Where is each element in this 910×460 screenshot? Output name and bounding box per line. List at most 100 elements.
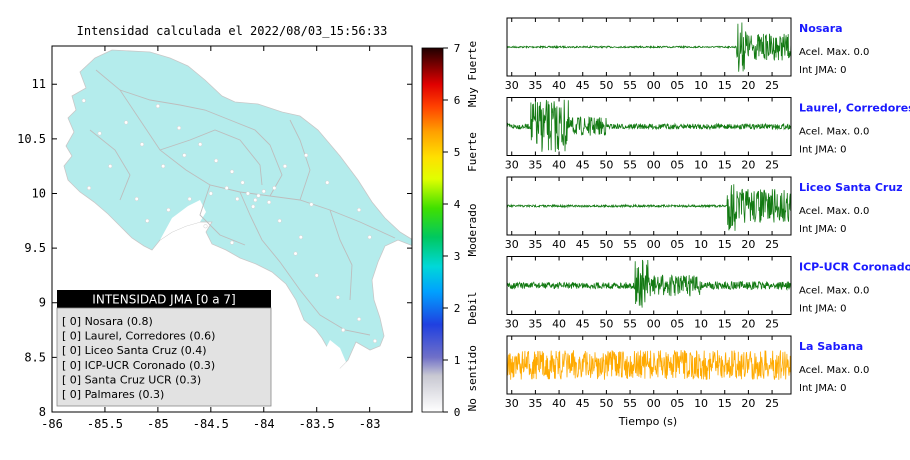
waveform-tick-label: 40 <box>552 79 566 92</box>
station-point <box>272 185 277 191</box>
waveform-frame <box>506 176 792 236</box>
osa-gulf <box>320 340 346 370</box>
costa-rica-land <box>63 49 412 369</box>
waveform-tick-label: 15 <box>718 79 732 92</box>
waveform-tick-label: 15 <box>718 397 732 410</box>
waveform-panels: 30 35 40 45 50 55 00 05 10 15 20 25 Nosara Acel. Max.… <box>505 17 910 410</box>
station-point <box>357 207 362 212</box>
map-x-tick-label: -83.5 <box>299 417 335 431</box>
colorbar-tick-label: 2 <box>454 302 461 315</box>
waveform-trace <box>506 184 792 231</box>
waveform-trace <box>506 22 792 72</box>
map-y-tick-label: 9.5 <box>24 241 46 255</box>
waveform-tick-label: 30 <box>505 159 519 172</box>
waveform-tick-label: 40 <box>552 238 566 251</box>
map-y-tick-label: 8.5 <box>24 350 46 364</box>
waveform-frame <box>506 256 792 315</box>
station-name: ICP-UCR Coronado <box>799 261 910 274</box>
waveform-tick-label: 45 <box>576 79 590 92</box>
waveform-tick-label: 15 <box>718 318 732 331</box>
waveform-tick-label: 25 <box>765 318 779 331</box>
station-point <box>372 338 377 344</box>
waveform-tick-label: 10 <box>694 397 708 410</box>
map-y-tick-label: 9 <box>39 296 46 310</box>
acel-max: Acel. Max. 0.0 <box>799 206 869 217</box>
station-point <box>124 120 129 125</box>
map-y-tick-label: 11 <box>32 77 46 91</box>
waveform-tick-label: 50 <box>599 238 613 251</box>
station-point <box>208 191 213 196</box>
station-point <box>335 295 340 300</box>
map-x-tick-label: -85.5 <box>87 417 123 431</box>
station-point <box>267 200 272 205</box>
legend-item: [ 0] Palmares (0.3) <box>62 388 164 401</box>
waveform-trace <box>506 350 792 380</box>
waveform-tick-label: 00 <box>647 238 661 251</box>
station-point <box>304 153 309 158</box>
waveform-tick-label: 45 <box>576 238 590 251</box>
station-point <box>229 240 235 245</box>
station-point <box>357 317 362 322</box>
waveform-trace <box>506 99 792 152</box>
colorbar-tick-label: 4 <box>454 198 461 211</box>
waveform-tick-label: 35 <box>528 238 542 251</box>
waveform-tick-label: 35 <box>528 79 542 92</box>
acel-max: Acel. Max. 0.0 <box>799 365 869 376</box>
station-name: Nosara <box>799 22 843 35</box>
waveform-panel: 30 35 40 45 50 55 00 05 10 15 20 25 Nosara Acel. Max.… <box>505 17 869 92</box>
waveform-tick-label: 05 <box>670 318 684 331</box>
colorbar-label: Moderado <box>466 204 479 257</box>
station-point <box>298 235 303 240</box>
legend-title: INTENSIDAD JMA [0 a 7] <box>92 293 235 307</box>
colorbar-label: Debil <box>466 291 479 324</box>
waveform-tick-label: 10 <box>694 79 708 92</box>
colorbar-tick-label: 7 <box>454 42 461 55</box>
int-jma: Int JMA: 0 <box>799 65 847 76</box>
waveform-tick-label: 15 <box>718 238 732 251</box>
waveform-tick-label: 45 <box>576 397 590 410</box>
colorbar-label: Muy Fuerte <box>466 41 479 107</box>
int-jma: Int JMA: 0 <box>799 304 847 315</box>
station-name: Liceo Santa Cruz <box>799 181 903 194</box>
waveform-tick-label: 30 <box>505 79 519 92</box>
waveform-tick-label: 20 <box>741 79 755 92</box>
waveform-tick-label: 35 <box>528 397 542 410</box>
station-point <box>245 191 250 196</box>
waveform-tick-label: 25 <box>765 159 779 172</box>
waveform-tick-label: 10 <box>694 238 708 251</box>
station-point <box>177 125 182 130</box>
colorbar-tick-label: 1 <box>454 354 461 367</box>
map-title: Intensidad calculada el 2022/08/03_15:56… <box>77 24 388 38</box>
station-point <box>240 180 245 185</box>
colorbar-ticks: 0 1 2 3 4 5 6 7 <box>443 42 461 419</box>
colorbar: 0 1 2 3 4 5 6 7 No sentido Debil Moderado Fuerte Mu… <box>421 41 479 419</box>
map-y-tick-label: 10.5 <box>17 132 46 146</box>
station-point <box>203 224 208 229</box>
waveform-tick-label: 30 <box>505 397 519 410</box>
waveform-tick-label: 20 <box>741 397 755 410</box>
waveform-tick-label: 55 <box>623 397 637 410</box>
colorbar-tick-label: 6 <box>454 94 461 107</box>
station-point <box>261 189 266 194</box>
station-point <box>81 98 86 103</box>
colorbar-tick-label: 0 <box>454 406 461 419</box>
waveform-tick-label: 45 <box>576 159 590 172</box>
colorbar-labels: No sentido Debil Moderado Fuerte Muy Fuerte <box>466 41 479 411</box>
map-x-tick-label: -85 <box>147 417 169 431</box>
waveform-tick-label: 30 <box>505 318 519 331</box>
station-point <box>251 204 256 209</box>
station-point <box>87 185 92 191</box>
waveform-tick-label: 20 <box>741 318 755 331</box>
waveform-tick-label: 15 <box>718 159 732 172</box>
waveform-panel: 30 35 40 45 50 55 00 05 10 15 20 25 Laurel, Corredor… <box>505 97 910 172</box>
int-jma: Int JMA: 0 <box>799 145 847 156</box>
station-point <box>139 142 145 147</box>
waveform-tick-label: 55 <box>623 159 637 172</box>
colorbar-tick-label: 3 <box>454 250 461 263</box>
waveform-tick-label: 55 <box>623 79 637 92</box>
waveform-frame <box>506 97 792 156</box>
int-jma: Int JMA: 0 <box>799 224 847 235</box>
acel-max: Acel. Max. 0.0 <box>799 286 869 297</box>
map-y-tick-label: 10 <box>32 186 46 200</box>
